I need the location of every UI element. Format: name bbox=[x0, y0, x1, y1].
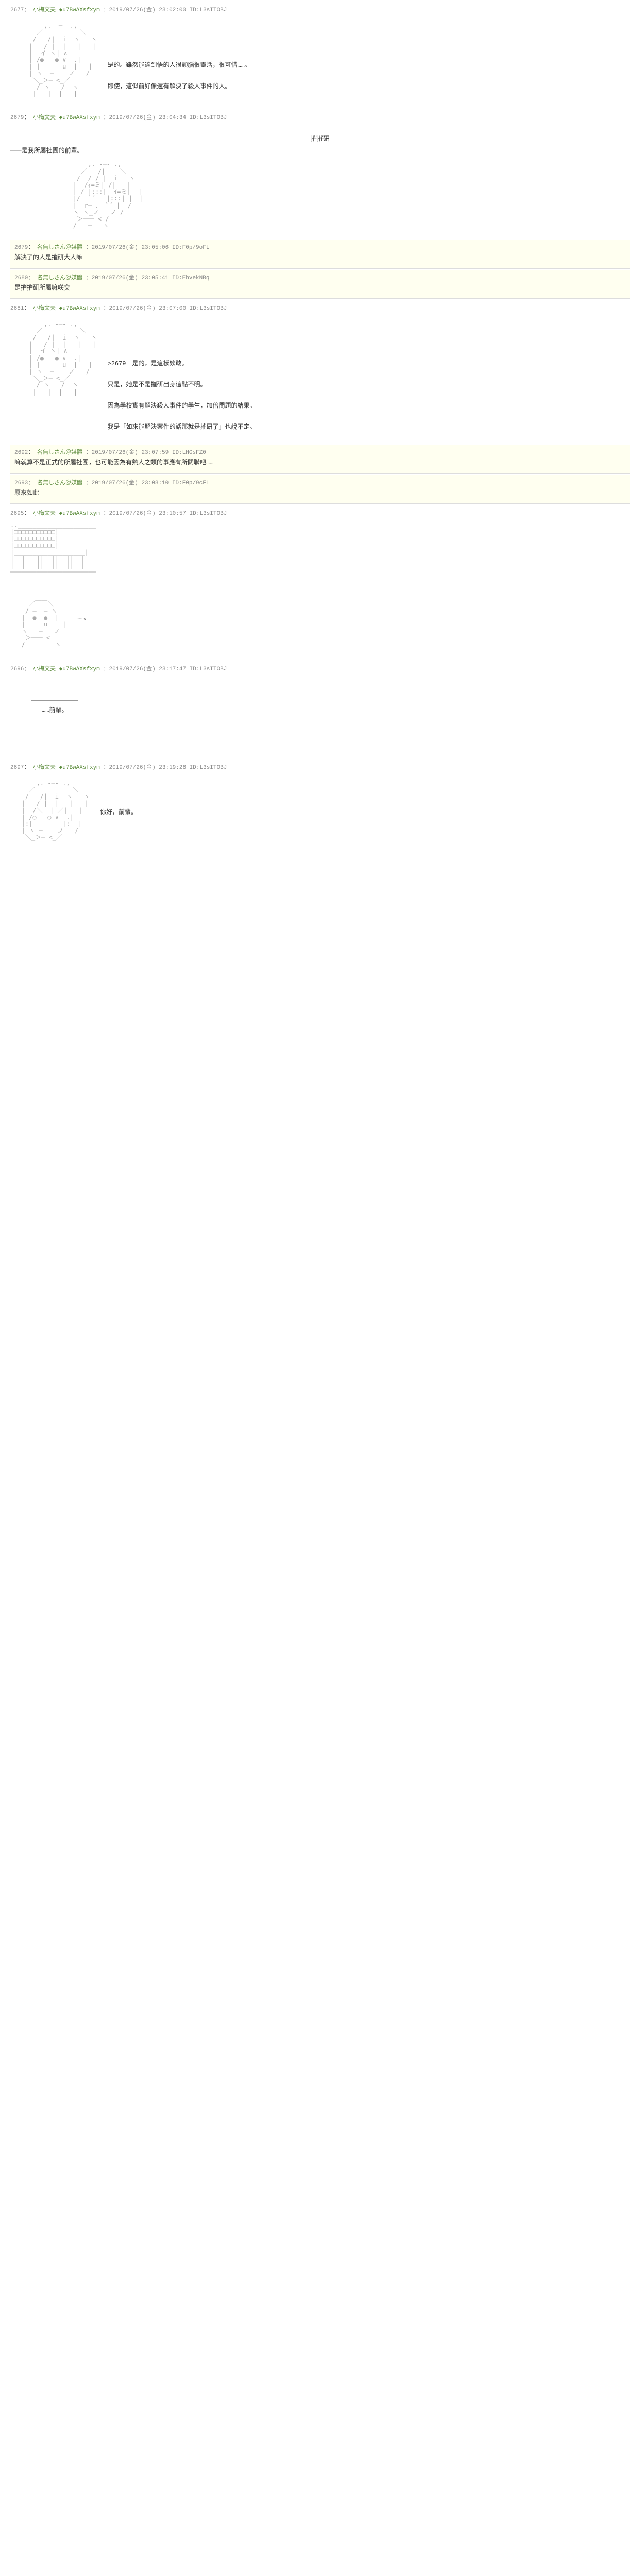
post-number: 2695 bbox=[10, 511, 24, 517]
reply-text: 嘛就算不是正式的所屬社團，也可能因為有熟人之類的事應有所關聯吧…… bbox=[14, 458, 626, 468]
post-tripcode: ◆u7BwAXsfxym bbox=[59, 7, 100, 13]
post-number: 2692 bbox=[14, 450, 28, 456]
dialogue-text: 你好，前輩。 bbox=[100, 806, 137, 820]
anon-reply: 2679： 名無しさん＠媒體 ：2019/07/26(金) 23:05:06 I… bbox=[10, 240, 630, 268]
post-tripcode: ◆u7BwAXsfxym bbox=[59, 511, 100, 517]
post-author[interactable]: 小梅文夫 bbox=[33, 306, 56, 312]
ascii-character: ,. -─- ., ／ ＼ / /| i ヽ ヽ | / | | | | | /… bbox=[10, 780, 90, 841]
post-timestamp: ：2019/07/26(金) 23:02:00 ID:L3sITOBJ bbox=[103, 7, 227, 13]
post-author[interactable]: 名無しさん＠媒體 bbox=[37, 480, 82, 486]
ascii-character: ,. -─- ., ／ ＼ / /| i ヽ ヽ | / | | | | | イ… bbox=[10, 23, 97, 97]
post-timestamp: ：2019/07/26(金) 23:07:00 ID:L3sITOBJ bbox=[103, 306, 227, 312]
post-body: ,. -─- ., ／ ＼ / /| i ヽ ヽ | / | | | | | /… bbox=[10, 775, 630, 846]
post: 2679： 小梅文夫 ◆u7BwAXsfxym ：2019/07/26(金) 2… bbox=[10, 113, 630, 229]
narration: 摧摧研 bbox=[10, 134, 630, 144]
post-timestamp: ：2019/07/26(金) 23:19:28 ID:L3sITOBJ bbox=[103, 765, 227, 771]
post: 2695： 小梅文夫 ◆u7BwAXsfxym ：2019/07/26(金) 2… bbox=[10, 509, 630, 654]
post-header: 2679： 名無しさん＠媒體 ：2019/07/26(金) 23:05:06 I… bbox=[14, 243, 626, 251]
post-header: 2695： 小梅文夫 ◆u7BwAXsfxym ：2019/07/26(金) 2… bbox=[10, 509, 630, 517]
post-header: 2681： 小梅文夫 ◆u7BwAXsfxym ：2019/07/26(金) 2… bbox=[10, 303, 630, 312]
post-tripcode: ◆u7BwAXsfxym bbox=[59, 765, 100, 771]
post-author[interactable]: 小梅文夫 bbox=[33, 511, 56, 517]
post: 2696： 小梅文夫 ◆u7BwAXsfxym ：2019/07/26(金) 2… bbox=[10, 664, 630, 752]
post-author[interactable]: 小梅文夫 bbox=[33, 765, 56, 771]
post-number: 2680 bbox=[14, 275, 28, 281]
post-number: 2696 bbox=[10, 666, 24, 672]
post: 2677： 小梅文夫 ◆u7BwAXsfxym ：2019/07/26(金) 2… bbox=[10, 5, 630, 103]
post-timestamp: ：2019/07/26(金) 23:04:34 ID:L3sITOBJ bbox=[103, 115, 227, 121]
dialogue-line: 是的。雖然能達到悟的人很頭腦很靈活，很可惜……。 bbox=[108, 61, 251, 71]
post-tripcode: ◆u7BwAXsfxym bbox=[59, 306, 100, 312]
ascii-character: ,. -─- ., ／ ＼ / /| i ヽ ヽ | / | | | | | イ… bbox=[10, 321, 97, 396]
dialogue-text: >2679 是的，是這樣欸敢。 只是，她是不是摧研出身這點不明。 因為學校實有解… bbox=[108, 357, 256, 435]
post-header: 2680： 名無しさん＠媒體 ：2019/07/26(金) 23:05:41 I… bbox=[14, 273, 626, 281]
reply-text: 是摧摧研所屬嘛咲交 bbox=[14, 283, 626, 293]
dialogue-text: ……。 bbox=[76, 611, 90, 625]
post-timestamp: ：2019/07/26(金) 23:08:10 ID:F0p/9cFL bbox=[86, 480, 210, 486]
post-author[interactable]: 小梅文夫 bbox=[33, 666, 56, 672]
anon-reply: 2680： 名無しさん＠媒體 ：2019/07/26(金) 23:05:41 I… bbox=[10, 270, 630, 299]
post-tripcode: ◆u7BwAXsfxym bbox=[59, 115, 100, 121]
post-body: ,. -─- ., ／ ＼ / /| i ヽ ヽ | / | | | | | イ… bbox=[10, 316, 630, 435]
post-timestamp: ：2019/07/26(金) 23:05:06 ID:F0p/9oFL bbox=[86, 245, 210, 251]
dialogue-line: ……。 bbox=[76, 613, 90, 623]
post-author[interactable]: 名無しさん＠媒體 bbox=[37, 245, 82, 251]
post: 2697： 小梅文夫 ◆u7BwAXsfxym ：2019/07/26(金) 2… bbox=[10, 762, 630, 846]
post-header: 2696： 小梅文夫 ◆u7BwAXsfxym ：2019/07/26(金) 2… bbox=[10, 664, 630, 672]
dialogue-line: 我是「如來能解決案件的話那就是摧研了」也說不定。 bbox=[108, 422, 256, 432]
ascii-character: ／￣￣＼ / ─ ─ ヽ | ● ● | | u | ヽ ─ ノ ＞─── < … bbox=[10, 601, 66, 648]
anon-reply: 2693： 名無しさん＠媒體 ：2019/07/26(金) 23:08:10 I… bbox=[10, 475, 630, 504]
post-number: 2697 bbox=[10, 765, 24, 771]
reply-text: 原來如此 bbox=[14, 488, 626, 498]
post-number: 2693 bbox=[14, 480, 28, 486]
post-body: ／￣￣＼ / ─ ─ ヽ | ● ● | | u | ヽ ─ ノ ＞─── < … bbox=[10, 596, 630, 653]
post-tripcode: ◆u7BwAXsfxym bbox=[59, 666, 100, 672]
post-number: 2681 bbox=[10, 306, 24, 312]
post-header: 2679： 小梅文夫 ◆u7BwAXsfxym ：2019/07/26(金) 2… bbox=[10, 113, 630, 121]
post-timestamp: ：2019/07/26(金) 23:05:41 ID:EhvekNBq bbox=[86, 275, 210, 281]
dialogue-line: 你好，前輩。 bbox=[100, 808, 137, 818]
post-number: 2677 bbox=[10, 7, 24, 13]
post-timestamp: ：2019/07/26(金) 23:10:57 ID:L3sITOBJ bbox=[103, 511, 227, 517]
post-header: 2693： 名無しさん＠媒體 ：2019/07/26(金) 23:08:10 I… bbox=[14, 478, 626, 486]
post: 2681： 小梅文夫 ◆u7BwAXsfxym ：2019/07/26(金) 2… bbox=[10, 303, 630, 435]
dialogue-line: 即使，這似前好像還有解決了殺人事件的人。 bbox=[108, 82, 251, 92]
ascii-building: .._____________________ |□□□□□□□□□□□| |□… bbox=[10, 522, 630, 577]
anon-reply: 2692： 名無しさん＠媒體 ：2019/07/26(金) 23:07:59 I… bbox=[10, 445, 630, 473]
reply-text: 解決了的人是摧研大人嘛 bbox=[14, 253, 626, 263]
post-author[interactable]: 小梅文夫 bbox=[33, 7, 56, 13]
dialogue-box: ……前輩。 bbox=[31, 700, 78, 721]
ascii-character: ,. -─- ., ／ /| ＼ / / / | i ヽ | /ｨ=ミ| /| … bbox=[62, 161, 630, 229]
dialogue-line: 因為學校實有解決殺人事件的學生，加倍問題的結果。 bbox=[108, 401, 256, 411]
post-number: 2679 bbox=[10, 115, 24, 121]
post-header: 2697： 小梅文夫 ◆u7BwAXsfxym ：2019/07/26(金) 2… bbox=[10, 762, 630, 771]
dialogue-line: 只是，她是不是摧研出身這點不明。 bbox=[108, 380, 256, 390]
post-author[interactable]: 名無しさん＠媒體 bbox=[37, 275, 82, 281]
post-timestamp: ：2019/07/26(金) 23:17:47 ID:L3sITOBJ bbox=[103, 666, 227, 672]
dialogue-line: >2679 是的，是這樣欸敢。 bbox=[108, 359, 256, 369]
post-timestamp: ：2019/07/26(金) 23:07:59 ID:LHGsFZ0 bbox=[86, 450, 206, 456]
post-header: 2677： 小梅文夫 ◆u7BwAXsfxym ：2019/07/26(金) 2… bbox=[10, 5, 630, 13]
post-number: 2679 bbox=[14, 245, 28, 251]
narration: ———是我所屬社團的前輩。 bbox=[10, 146, 630, 156]
post-header: 2692： 名無しさん＠媒體 ：2019/07/26(金) 23:07:59 I… bbox=[14, 448, 626, 456]
post-body: ,. -─- ., ／ ＼ / /| i ヽ ヽ | / | | | | | イ… bbox=[10, 18, 630, 103]
post-author[interactable]: 名無しさん＠媒體 bbox=[37, 450, 82, 456]
post-author[interactable]: 小梅文夫 bbox=[33, 115, 56, 121]
dialogue-text: 是的。雖然能達到悟的人很頭腦很靈活，很可惜……。 即使，這似前好像還有解決了殺人… bbox=[108, 59, 251, 94]
